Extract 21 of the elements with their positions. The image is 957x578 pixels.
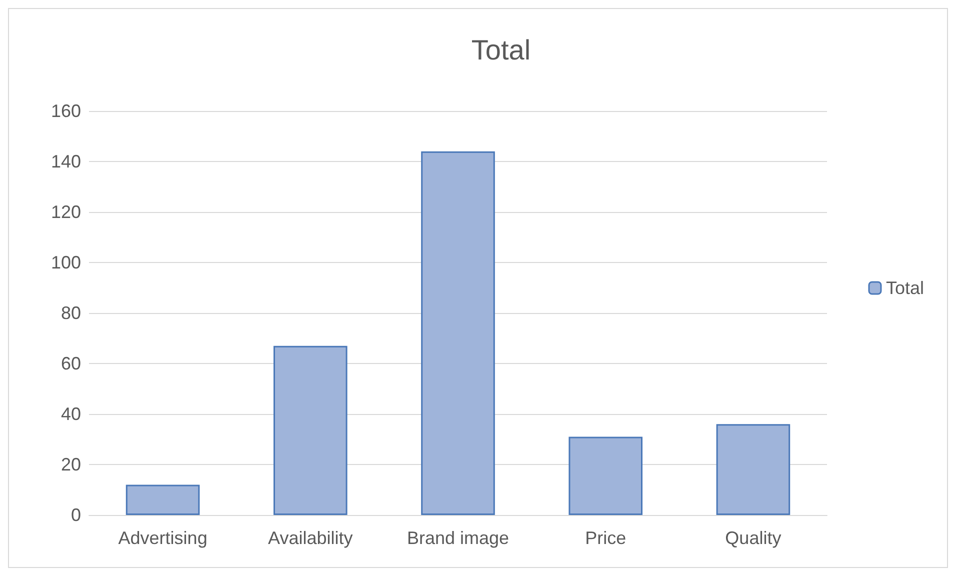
- x-tick-label: Brand image: [406, 528, 510, 548]
- chart-title: Total: [471, 34, 531, 66]
- x-tick-label: Quality: [725, 528, 782, 548]
- bar: [274, 346, 348, 515]
- legend-label: Total: [886, 278, 924, 298]
- y-tick-label: 80: [60, 303, 81, 323]
- y-tick-label: 140: [50, 152, 81, 172]
- x-tick-label: Availability: [268, 528, 353, 548]
- bar: [126, 484, 200, 515]
- y-tick-label: 60: [60, 354, 81, 374]
- y-tick-label: 0: [70, 505, 81, 525]
- y-tick-label: 20: [60, 454, 81, 474]
- y-tick-label: 100: [50, 252, 81, 272]
- y-tick-label: 160: [50, 101, 81, 121]
- bar: [716, 424, 790, 515]
- bar: [568, 436, 642, 515]
- x-tick-label: Advertising: [118, 528, 208, 548]
- y-tick-label: 40: [60, 404, 81, 424]
- x-tick-label: Price: [585, 528, 626, 548]
- bar: [421, 151, 495, 515]
- y-tick-label: 120: [50, 202, 81, 222]
